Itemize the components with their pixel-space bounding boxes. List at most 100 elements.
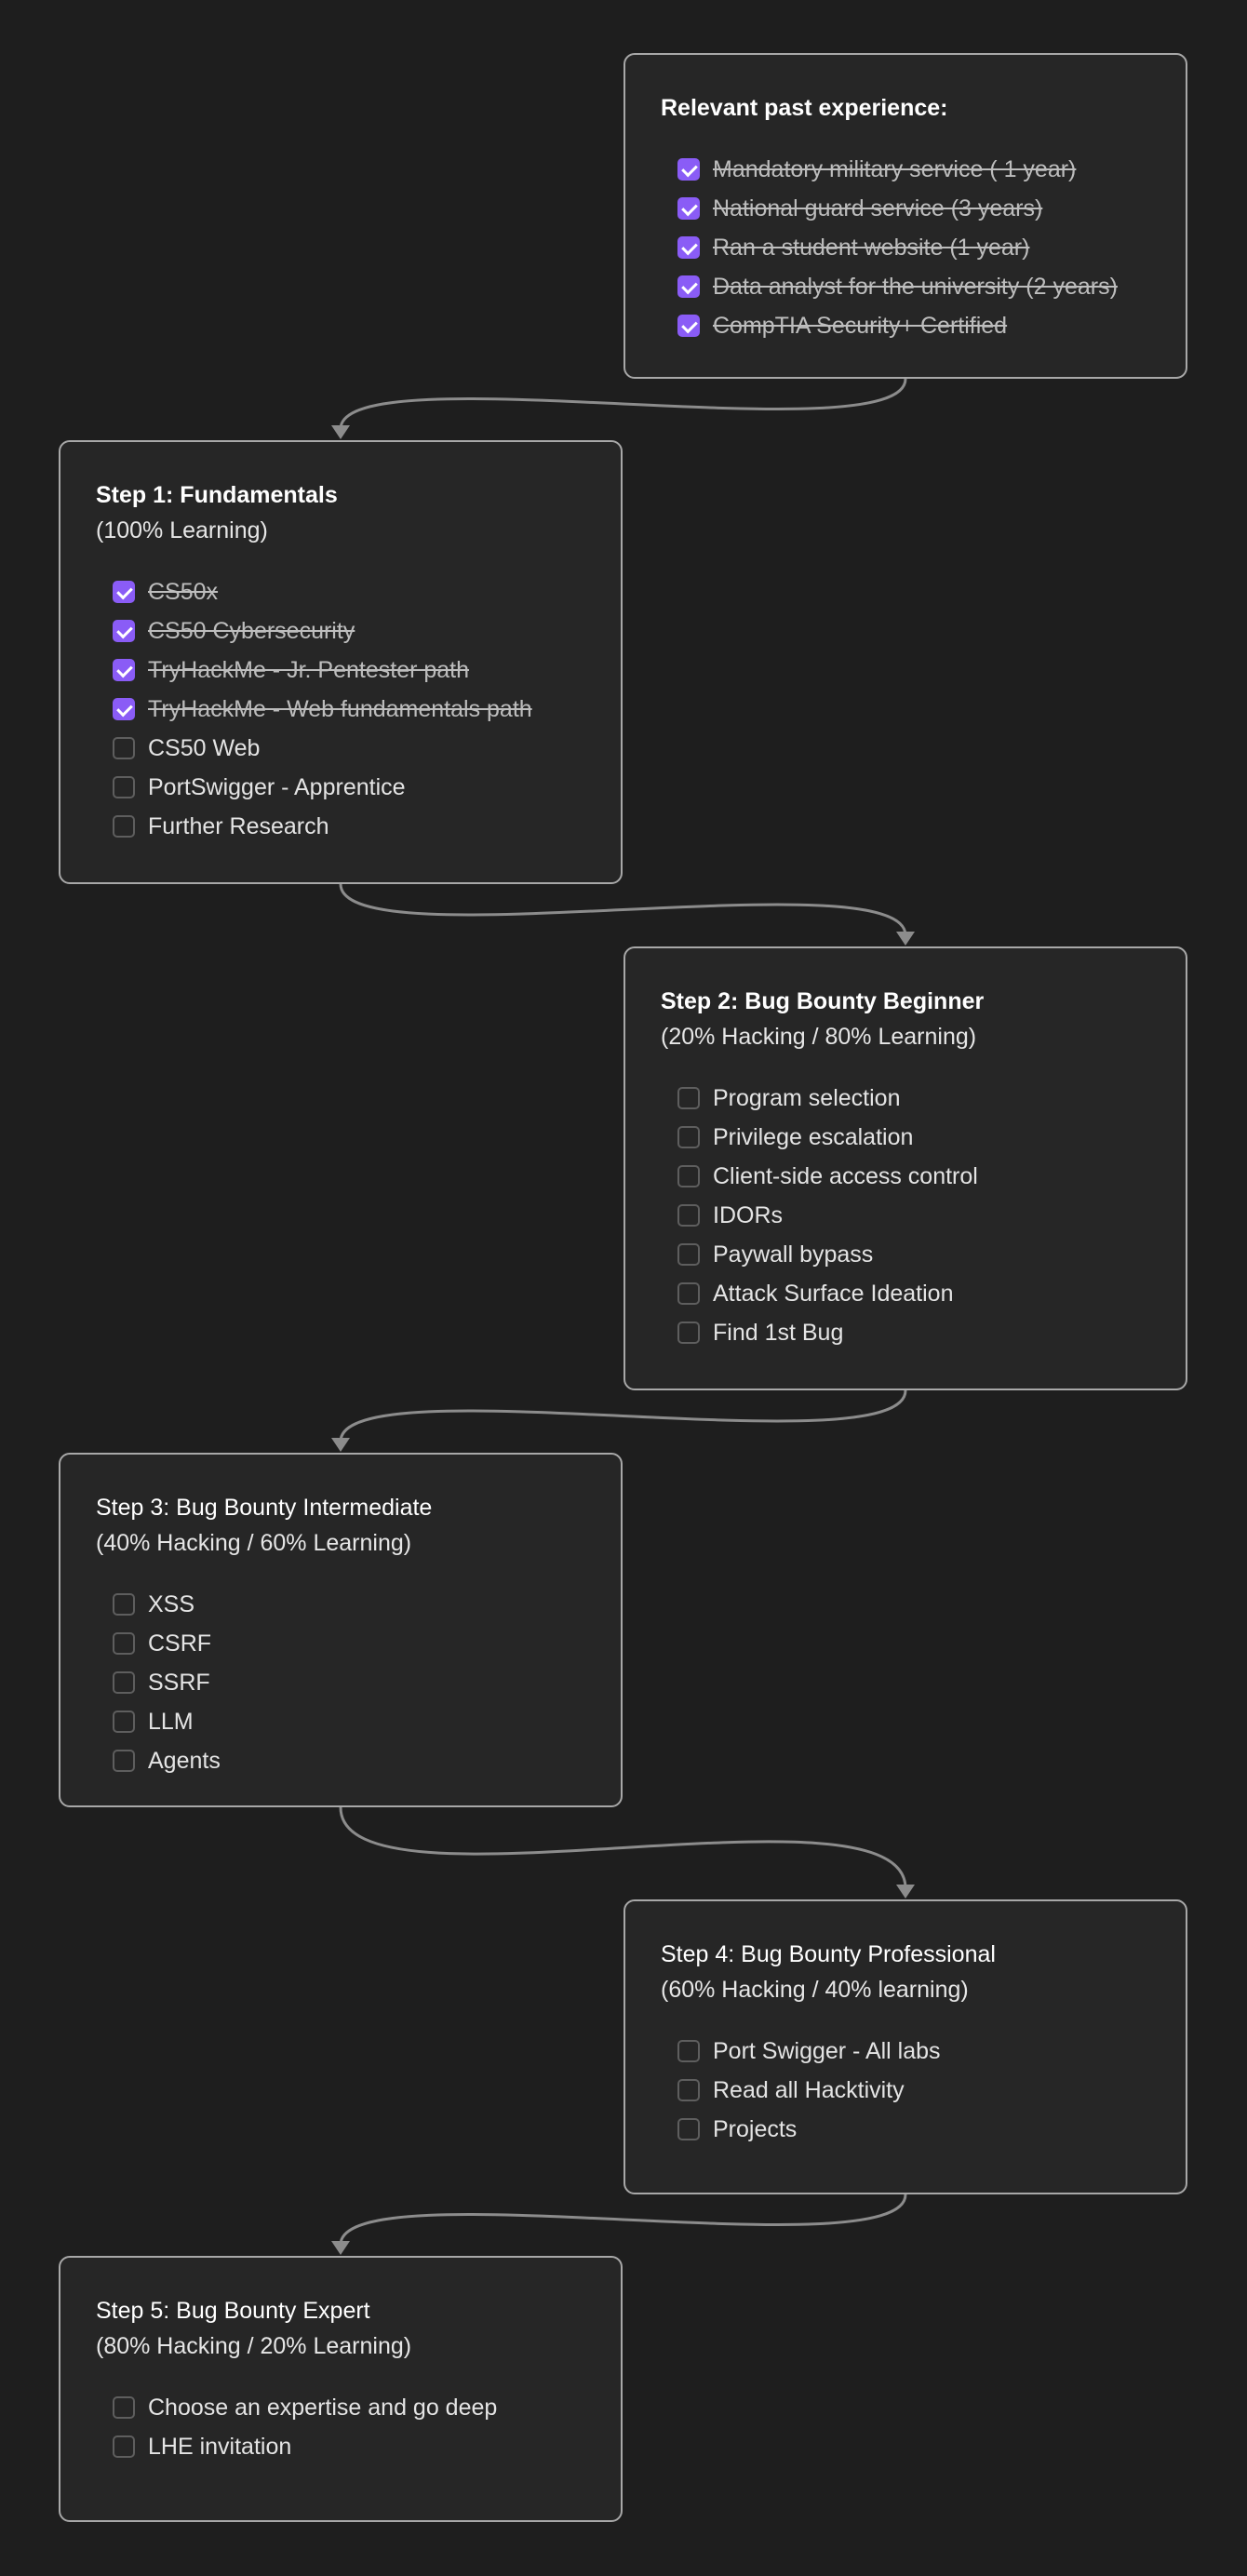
checklist-item[interactable]: TryHackMe - Web fundamentals path xyxy=(113,690,585,729)
checklist-item[interactable]: Mandatory military service ( 1 year) xyxy=(677,150,1150,189)
checklist-item[interactable]: CSRF xyxy=(113,1624,585,1663)
checklist-item-label: CSRF xyxy=(148,1630,212,1657)
checklist-item[interactable]: CS50 Cybersecurity xyxy=(113,611,585,651)
checklist-item-label: Program selection xyxy=(713,1084,901,1111)
checkbox-unchecked-icon[interactable] xyxy=(677,2118,700,2140)
checkbox-unchecked-icon[interactable] xyxy=(113,1593,135,1616)
checkbox-unchecked-icon[interactable] xyxy=(113,815,135,838)
checkbox-unchecked-icon[interactable] xyxy=(113,1632,135,1655)
checkbox-unchecked-icon[interactable] xyxy=(677,1165,700,1187)
card-step-3[interactable]: Step 3: Bug Bounty Intermediate (40% Hac… xyxy=(59,1453,623,1807)
checkbox-unchecked-icon[interactable] xyxy=(113,1711,135,1733)
card-past-experience[interactable]: Relevant past experience: Mandatory mili… xyxy=(624,53,1187,379)
card-step-1[interactable]: Step 1: Fundamentals (100% Learning) CS5… xyxy=(59,440,623,884)
checkbox-unchecked-icon[interactable] xyxy=(113,737,135,759)
checkbox-unchecked-icon[interactable] xyxy=(677,1087,700,1109)
card-title: Relevant past experience: xyxy=(661,95,948,121)
checklist-item[interactable]: XSS xyxy=(113,1585,585,1624)
checklist-item[interactable]: TryHackMe - Jr. Pentester path xyxy=(113,651,585,690)
checklist-item-label: IDORs xyxy=(713,1201,783,1228)
checkbox-unchecked-icon[interactable] xyxy=(113,2435,135,2458)
card-title: Step 1: Fundamentals xyxy=(96,482,338,508)
checklist-item-label: CS50 Cybersecurity xyxy=(148,617,355,644)
card-subtitle: (80% Hacking / 20% Learning) xyxy=(96,2333,412,2359)
checklist-item-label: Client-side access control xyxy=(713,1162,978,1189)
card-step-2[interactable]: Step 2: Bug Bounty Beginner (20% Hacking… xyxy=(624,946,1187,1390)
checklist-item[interactable]: CS50x xyxy=(113,572,585,611)
card-subtitle: (20% Hacking / 80% Learning) xyxy=(661,1024,977,1050)
checkbox-unchecked-icon[interactable] xyxy=(677,1322,700,1344)
checklist-item[interactable]: Projects xyxy=(677,2110,1150,2149)
checklist-item[interactable]: Paywall bypass xyxy=(677,1235,1150,1274)
checkbox-checked-icon[interactable] xyxy=(677,158,700,181)
checklist-item-label: CS50x xyxy=(148,578,219,605)
checklist-item[interactable]: Attack Surface Ideation xyxy=(677,1274,1150,1313)
checklist-item-label: Ran a student website (1 year) xyxy=(713,234,1030,261)
checklist: CS50x CS50 Cybersecurity TryHackMe - Jr. P… xyxy=(96,572,585,846)
checkbox-checked-icon[interactable] xyxy=(677,315,700,337)
checkbox-unchecked-icon[interactable] xyxy=(677,2079,700,2101)
arrowhead-icon xyxy=(331,2241,350,2255)
checklist-item[interactable]: Program selection xyxy=(677,1079,1150,1118)
checklist-item[interactable]: PortSwigger - Apprentice xyxy=(113,768,585,807)
card-title: Step 3: Bug Bounty Intermediate xyxy=(96,1495,433,1521)
checklist-item[interactable]: Agents xyxy=(113,1741,585,1780)
checklist-item-label: Further Research xyxy=(148,812,329,839)
checkbox-unchecked-icon[interactable] xyxy=(677,1282,700,1305)
checklist-item-label: Agents xyxy=(148,1747,221,1774)
connector-line xyxy=(339,2194,907,2246)
checklist-item-label: Paywall bypass xyxy=(713,1241,874,1268)
card-subtitle: (40% Hacking / 60% Learning) xyxy=(96,1530,412,1556)
checkbox-unchecked-icon[interactable] xyxy=(677,1204,700,1227)
checklist: Program selection Privilege escalation Cli… xyxy=(661,1079,1150,1352)
checklist-item-label: XSS xyxy=(148,1590,195,1617)
card-subtitle: (60% Hacking / 40% learning) xyxy=(661,1977,969,2003)
checkbox-checked-icon[interactable] xyxy=(113,698,135,720)
checkbox-unchecked-icon[interactable] xyxy=(677,2040,700,2062)
checkbox-checked-icon[interactable] xyxy=(113,659,135,681)
checklist-item[interactable]: Choose an expertise and go deep xyxy=(113,2388,585,2427)
checklist-item[interactable]: CS50 Web xyxy=(113,729,585,768)
checklist: XSS CSRF SSRF LLM Agents xyxy=(96,1585,585,1780)
checkbox-checked-icon[interactable] xyxy=(113,620,135,642)
checkbox-unchecked-icon[interactable] xyxy=(113,1750,135,1772)
checkbox-unchecked-icon[interactable] xyxy=(677,1243,700,1266)
card-step-4[interactable]: Step 4: Bug Bounty Professional (60% Hac… xyxy=(624,1899,1187,2194)
checklist-item-label: SSRF xyxy=(148,1669,210,1696)
card-subtitle: (100% Learning) xyxy=(96,517,268,543)
checklist-item-label: CompTIA Security+ Certified xyxy=(713,312,1008,339)
checkbox-unchecked-icon[interactable] xyxy=(113,776,135,798)
checkbox-checked-icon[interactable] xyxy=(677,275,700,298)
connector-line xyxy=(339,883,907,936)
checklist-item[interactable]: Port Swigger - All labs xyxy=(677,2032,1150,2071)
checklist-item[interactable]: Data analyst for the university (2 years… xyxy=(677,267,1150,306)
checklist-item-label: LLM xyxy=(148,1708,194,1735)
arrowhead-icon xyxy=(896,1885,915,1898)
checklist-item[interactable]: Read all Hacktivity xyxy=(677,2071,1150,2110)
card-title: Step 2: Bug Bounty Beginner xyxy=(661,988,985,1014)
checklist-item[interactable]: Ran a student website (1 year) xyxy=(677,228,1150,267)
checklist-item-label: PortSwigger - Apprentice xyxy=(148,773,406,800)
checkbox-checked-icon[interactable] xyxy=(677,197,700,220)
checkbox-unchecked-icon[interactable] xyxy=(677,1126,700,1148)
checkbox-checked-icon[interactable] xyxy=(113,581,135,603)
checkbox-unchecked-icon[interactable] xyxy=(113,2396,135,2419)
card-title: Step 5: Bug Bounty Expert xyxy=(96,2298,370,2324)
checklist-item-label: Attack Surface Ideation xyxy=(713,1280,954,1307)
checklist-item[interactable]: Find 1st Bug xyxy=(677,1313,1150,1352)
checkbox-unchecked-icon[interactable] xyxy=(113,1671,135,1694)
checklist-item[interactable]: IDORs xyxy=(677,1196,1150,1235)
checklist-item[interactable]: SSRF xyxy=(113,1663,585,1702)
checklist-item[interactable]: Further Research xyxy=(113,807,585,846)
checklist-item[interactable]: Client-side access control xyxy=(677,1157,1150,1196)
checklist-item[interactable]: Privilege escalation xyxy=(677,1118,1150,1157)
checklist-item[interactable]: National guard service (3 years) xyxy=(677,189,1150,228)
checklist-item-label: Data analyst for the university (2 years… xyxy=(713,273,1118,300)
arrowhead-icon xyxy=(896,932,915,946)
checklist-item[interactable]: LHE invitation xyxy=(113,2427,585,2466)
checklist-item[interactable]: CompTIA Security+ Certified xyxy=(677,306,1150,345)
card-step-5[interactable]: Step 5: Bug Bounty Expert (80% Hacking /… xyxy=(59,2256,623,2522)
checkbox-checked-icon[interactable] xyxy=(677,236,700,259)
checklist-item[interactable]: LLM xyxy=(113,1702,585,1741)
